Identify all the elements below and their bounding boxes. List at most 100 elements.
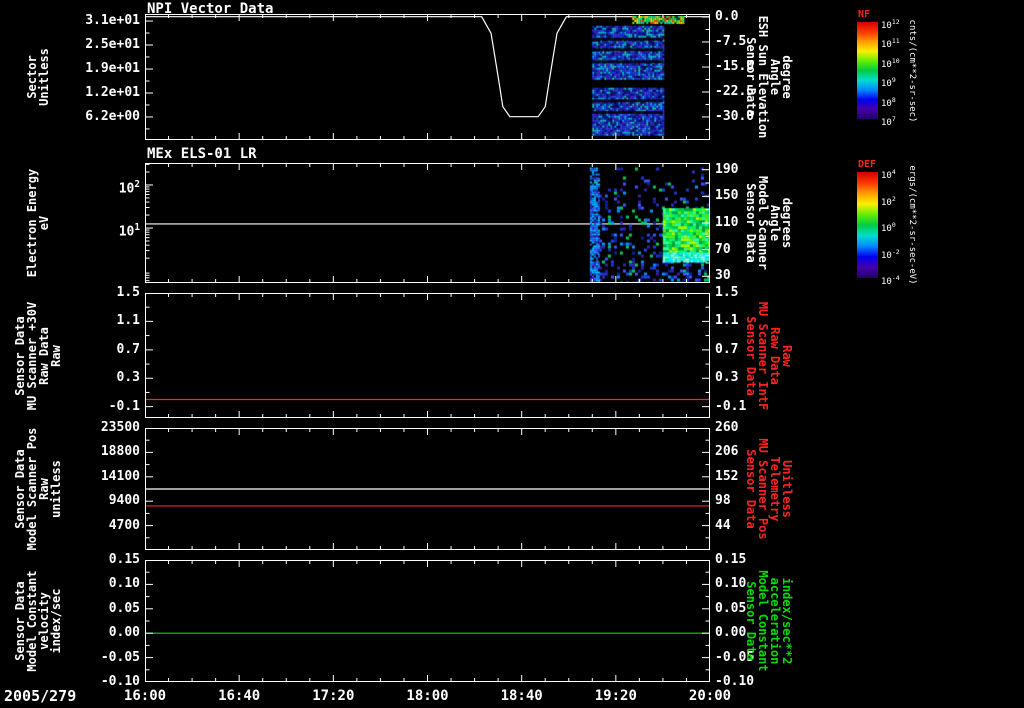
panel-5-left-tick-label: -0.05 xyxy=(100,649,140,665)
panel-1-axes xyxy=(145,14,710,140)
colorbar-def-tick-label: 10-4 xyxy=(881,274,900,287)
panel-5 xyxy=(145,560,710,682)
panel-4-left-axis-title: Sensor Data Model Scanner Pos Raw unitle… xyxy=(13,427,63,551)
panel-4-right-axis-title: Unitless Telemetry MU Scanner Pos Sensor… xyxy=(744,438,794,540)
panel-2-spectrogram xyxy=(146,164,709,282)
colorbar-nf xyxy=(857,22,878,119)
panel-5-left-tick-label: 0.15 xyxy=(108,552,140,567)
panel-4-right-tick-label: 98 xyxy=(715,493,731,509)
panel-3-series xyxy=(146,398,709,401)
panel-3-left-tick-label: -0.1 xyxy=(108,398,140,414)
colorbar-def-tick-label: 10-2 xyxy=(881,247,900,261)
panel-3 xyxy=(145,293,710,418)
panel-1-left-tick-label: 1.9e+01 xyxy=(85,61,140,77)
panel-1-left-axis-title: Sector Unitless xyxy=(25,48,51,106)
panel-1-left-tick-label: 6.2e+00 xyxy=(85,108,140,124)
panel-1-right-tick-label: -15.0 xyxy=(715,59,755,75)
panel-5-right-tick-label: 0.10 xyxy=(715,576,747,592)
panel-4-series xyxy=(146,488,709,507)
colorbar-def-tick-label: 100 xyxy=(881,221,896,234)
colorbar-def-units: ergs/(cm**2-sr-sec-eV) xyxy=(907,165,917,285)
panel-1-left-tick-label: 1.2e+01 xyxy=(85,85,140,100)
panel-5-left-axis-title: Sensor Data Model Constant velocity inde… xyxy=(13,570,63,672)
panel-2 xyxy=(145,163,710,283)
colorbar-title-def: DEF xyxy=(858,159,877,170)
colorbar-def xyxy=(857,172,878,278)
panel-1-right-tick-label: -30.0 xyxy=(715,108,755,124)
x-axis-tick-label: 18:40 xyxy=(500,688,543,704)
x-axis-tick-label: 19:20 xyxy=(594,688,637,704)
x-axis-date-label: 2005/279 xyxy=(4,687,77,705)
panel-4-right-tick-label: 206 xyxy=(715,444,739,460)
x-axis-tick-label: 18:00 xyxy=(406,688,449,704)
panel-3-right-axis-title: Raw Raw Data MU Scanner IntF Sensor Data xyxy=(744,301,794,410)
colorbar-nf-tick-label: 1010 xyxy=(881,56,900,70)
panel-5-right-tick-label: -0.05 xyxy=(715,649,755,665)
panel-4 xyxy=(145,428,710,550)
panel-2-right-tick-label: 190 xyxy=(715,161,739,177)
panel-5-right-tick-label: 0.15 xyxy=(715,552,747,567)
panel-2-right-tick-label: 30 xyxy=(715,268,731,284)
panel-3-left-tick-label: 1.5 xyxy=(116,285,140,300)
panel-4-right-tick-label: 152 xyxy=(715,468,739,484)
panel-4-left-tick-label: 14100 xyxy=(100,468,140,484)
panel2-title: MEx ELS-01 LR xyxy=(147,146,257,162)
panel1-title: NPI Vector Data xyxy=(147,1,274,17)
x-axis-tick-label: 16:00 xyxy=(123,688,167,704)
panel-2-axes xyxy=(145,163,710,283)
panel-5-left-tick-label: 0.10 xyxy=(108,576,140,592)
panel-3-right-tick-label: 1.5 xyxy=(715,285,739,300)
x-axis-tick-label: 16:40 xyxy=(218,688,261,704)
colorbar-title-nf: NF xyxy=(858,9,871,20)
panel-5-left-tick-label: 0.05 xyxy=(108,600,140,616)
panel-4-left-tick-label: 9400 xyxy=(108,493,140,509)
panel-1-spectrogram xyxy=(146,15,709,139)
panel-3-right-tick-label: -0.1 xyxy=(715,398,747,414)
panel-4-right-tick-label: 44 xyxy=(715,517,731,533)
colorbar-nf-tick-label: 107 xyxy=(881,115,896,128)
panel-2-right-tick-label: 150 xyxy=(715,188,739,204)
panel-5-right-tick-label: 0.05 xyxy=(715,600,747,616)
colorbar-nf-tick-label: 109 xyxy=(881,76,896,90)
panel-5-series xyxy=(146,632,709,634)
panel-3-left-axis-title: Sensor Data MU Scanner +30V Raw Data Raw xyxy=(13,301,63,410)
panel-3-right-tick-label: 0.3 xyxy=(715,370,739,386)
panel-5-right-tick-label: -0.10 xyxy=(715,674,755,689)
panel-5-right-tick-label: 0.00 xyxy=(715,625,747,641)
panel-4-left-tick-label: 18800 xyxy=(100,444,140,460)
colorbar-nf-tick-label: 1012 xyxy=(881,18,900,31)
panel-4-left-tick-label: 23500 xyxy=(100,420,140,435)
panel-2-right-tick-label: 70 xyxy=(715,241,731,257)
panel-1 xyxy=(145,14,710,140)
panel-5-left-tick-label: 0.00 xyxy=(108,625,140,641)
colorbar-nf-tick-label: 108 xyxy=(881,95,896,109)
panel-2-left-tick-label: 102 xyxy=(118,178,140,197)
panel-2-right-tick-label: 110 xyxy=(715,215,739,230)
panel-4-left-tick-label: 4700 xyxy=(108,517,140,533)
panel-2-right-axis-title: degrees Angle Model Scanner Sensor Data xyxy=(744,176,794,270)
panel-3-left-tick-label: 0.3 xyxy=(116,370,140,386)
colorbar-nf-units: cnts/(cm**2-sr-sec) xyxy=(907,19,917,122)
colorbar-def-tick-label: 104 xyxy=(881,168,896,181)
colorbar-def-tick-label: 102 xyxy=(881,194,896,208)
panel-5-right-axis-title: index/sec**2 acceleration Model Constant… xyxy=(744,570,794,672)
panel-1-left-tick-label: 3.1e+01 xyxy=(85,13,140,29)
panel-1-right-tick-label: 0.0 xyxy=(715,9,739,25)
panel-3-left-tick-label: 1.1 xyxy=(116,313,140,329)
panel-3-axes xyxy=(145,293,710,418)
panel-1-right-tick-label: -22.5 xyxy=(715,83,755,99)
panel-1-right-tick-label: -7.5 xyxy=(715,33,747,49)
panel-1-left-tick-label: 2.5e+01 xyxy=(85,36,140,52)
panel-5-axes xyxy=(145,560,710,682)
panel-4-right-tick-label: 260 xyxy=(715,420,739,435)
panel-5-left-tick-label: -0.10 xyxy=(100,674,140,689)
x-axis-tick-label: 20:00 xyxy=(688,688,732,704)
panel-3-right-tick-label: 1.1 xyxy=(715,313,739,329)
colorbar-nf-tick-label: 1011 xyxy=(881,37,900,51)
panel-3-right-tick-label: 0.7 xyxy=(715,341,739,357)
panel-1-right-axis-title: degree Angle ESH Sun Elevation Sensor Da… xyxy=(744,15,794,139)
panel-2-left-axis-title: Electron Energy eV xyxy=(25,168,51,278)
panel-4-axes xyxy=(145,428,710,550)
